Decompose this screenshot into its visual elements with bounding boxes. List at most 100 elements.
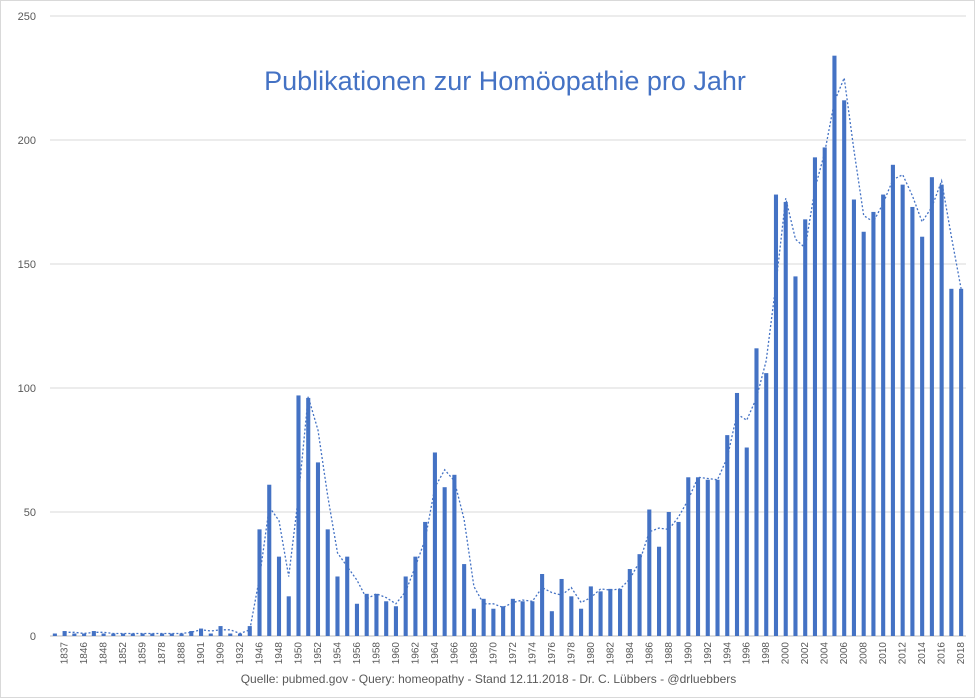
bar	[920, 236, 925, 636]
y-tick-label: 150	[18, 259, 36, 271]
bar	[695, 477, 701, 636]
bar	[608, 588, 613, 636]
bar	[666, 512, 671, 636]
x-tick-label: 1901	[196, 642, 207, 665]
bar	[374, 593, 379, 636]
bar	[423, 521, 428, 636]
x-tick-label: 1878	[157, 642, 168, 665]
bar	[121, 633, 126, 636]
bar	[198, 628, 204, 636]
bar	[169, 633, 174, 636]
bar	[276, 556, 282, 636]
bar	[725, 435, 730, 636]
x-tick-label: 1954	[332, 642, 343, 665]
bar	[822, 147, 827, 636]
bar	[228, 633, 233, 636]
bar	[354, 603, 360, 636]
bar	[257, 529, 262, 636]
bar	[179, 633, 184, 636]
bar	[510, 598, 515, 636]
bar	[579, 608, 584, 636]
bar	[627, 569, 632, 636]
x-tick-label: 1960	[391, 642, 402, 665]
bar	[452, 474, 457, 636]
bar	[929, 177, 934, 636]
x-tick-label: 1986	[644, 642, 655, 665]
bar	[247, 626, 252, 636]
bar	[647, 509, 652, 636]
bar	[530, 601, 535, 636]
bar	[501, 606, 506, 636]
bar	[793, 276, 798, 636]
bar	[705, 479, 710, 636]
x-tick-label: 2008	[859, 642, 870, 665]
x-tick-label: 2014	[917, 642, 928, 665]
x-tick-label: 1946	[255, 642, 266, 665]
x-tick-label: 1909	[216, 642, 227, 665]
x-tick-label: 1988	[664, 642, 675, 665]
bar	[160, 633, 165, 636]
x-tick-label: 1888	[177, 642, 188, 665]
bar	[432, 452, 437, 636]
y-tick-label: 250	[18, 11, 36, 23]
bar	[773, 194, 779, 636]
bar	[393, 606, 398, 636]
x-tick-label: 1966	[449, 642, 460, 665]
bar	[267, 484, 272, 636]
x-tick-label: 1990	[683, 642, 694, 665]
x-tick-label: 1837	[60, 642, 71, 665]
bar	[549, 611, 554, 636]
bar	[744, 447, 749, 636]
bar	[939, 184, 944, 636]
x-tick-label: 1964	[430, 642, 441, 665]
x-tick-label: 2002	[800, 642, 811, 665]
x-tick-label: 1982	[605, 642, 616, 665]
bar	[881, 194, 886, 636]
bar	[559, 578, 564, 636]
bar	[208, 633, 213, 636]
x-tick-label: 2016	[937, 642, 948, 665]
x-tick-label: 1968	[469, 642, 480, 665]
bar	[345, 556, 350, 636]
bar	[812, 157, 818, 637]
x-tick-label: 2018	[956, 642, 967, 665]
bar	[754, 348, 759, 636]
x-tick-label: 1848	[99, 642, 110, 665]
x-tick-label: 1978	[566, 642, 577, 665]
bar	[82, 633, 87, 636]
x-tick-label: 1980	[586, 642, 597, 665]
x-tick-label: 1952	[313, 642, 324, 665]
bar	[296, 395, 301, 636]
x-tick-label: 1996	[742, 642, 753, 665]
bar	[959, 288, 964, 636]
bar	[871, 211, 876, 637]
y-tick-label: 50	[24, 507, 36, 519]
bar	[890, 164, 895, 637]
x-tick-label: 1972	[508, 642, 519, 665]
chart-title: Publikationen zur Homöopathie pro Jahr	[264, 66, 746, 96]
bar	[413, 556, 418, 636]
bar	[286, 596, 291, 636]
bar	[403, 576, 408, 636]
bar	[764, 373, 769, 636]
bar	[481, 598, 486, 636]
x-tick-label: 1994	[722, 642, 733, 665]
bar	[734, 392, 740, 636]
bar	[140, 633, 145, 636]
x-tick-label: 1958	[371, 642, 382, 665]
bar	[130, 633, 135, 636]
x-tick-label: 2000	[781, 642, 792, 665]
bar	[569, 596, 574, 636]
bar	[471, 608, 476, 636]
x-tick-label: 2012	[898, 642, 909, 665]
bar	[325, 529, 330, 636]
bar	[949, 288, 954, 636]
bar	[335, 576, 340, 636]
y-tick-label: 0	[30, 631, 36, 643]
bar	[618, 588, 623, 636]
bar	[637, 554, 642, 636]
bar	[832, 55, 837, 637]
x-tick-label: 1852	[118, 642, 129, 665]
